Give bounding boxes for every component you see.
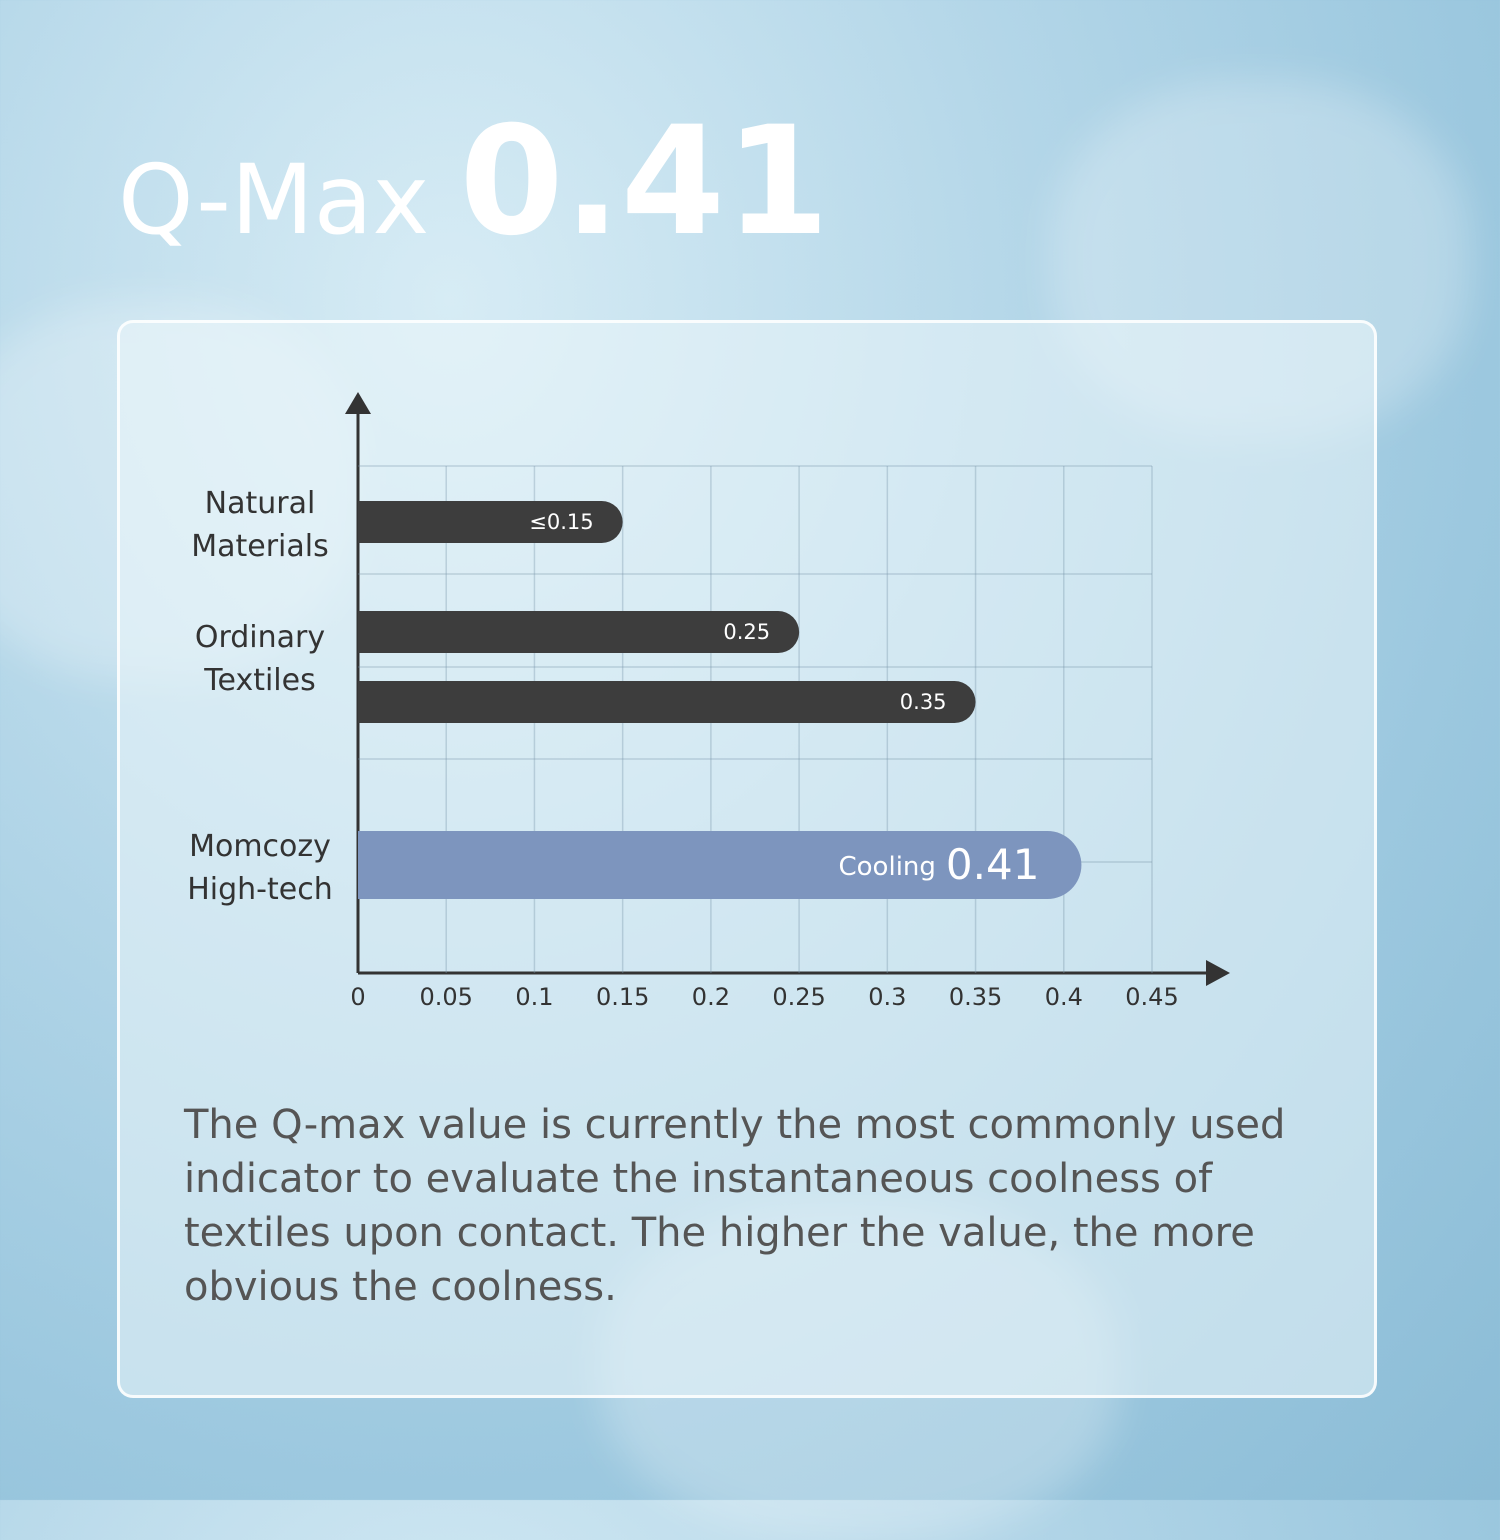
value-label-prefix: Cooling (839, 852, 936, 882)
value-label: ≤0.15 (529, 510, 593, 534)
bar (358, 831, 1082, 899)
title: Q-Max 0.41 (118, 95, 829, 269)
x-tick-label: 0 (350, 983, 365, 1011)
x-tick-label: 0.35 (949, 983, 1002, 1011)
x-tick-label: 0.4 (1045, 983, 1083, 1011)
x-tick-label: 0.45 (1125, 983, 1178, 1011)
x-tick-label: 0.25 (772, 983, 825, 1011)
title-text: Q-Max (118, 144, 430, 256)
value-label: 0.25 (723, 620, 770, 644)
description: The Q-max value is currently the most co… (184, 1102, 1286, 1310)
category-label: Natural Materials (191, 486, 329, 564)
title-value: 0.41 (459, 95, 830, 269)
x-tick-label: 0.2 (692, 983, 730, 1011)
value-label-number: 0.41 (946, 840, 1040, 889)
x-tick-label: 0.3 (868, 983, 906, 1011)
x-tick-label: 0.05 (420, 983, 473, 1011)
chart: 0 0.05 0.1 0.15 0.2 0.25 0.3 0.35 0.4 0.45 ≤0.15 0.… (345, 392, 1230, 1011)
bar (358, 501, 623, 543)
x-axis-arrow (1206, 960, 1230, 986)
bar (358, 681, 976, 723)
x-tick-label: 0.1 (515, 983, 553, 1011)
y-axis-arrow (345, 392, 371, 414)
value-label: 0.35 (900, 690, 947, 714)
value-label: Cooling 0.41 (839, 840, 1040, 889)
x-tick-label: 0.15 (596, 983, 649, 1011)
page: Q-Max 0.41 0 0.05 0.1 0.15 0.2 0.25 0.3 0.35 0.4 0… (0, 0, 1500, 1500)
category-label: Ordinary Textiles (194, 620, 326, 698)
bar (358, 611, 800, 653)
category-label: Momcozy High-tech (187, 829, 333, 907)
